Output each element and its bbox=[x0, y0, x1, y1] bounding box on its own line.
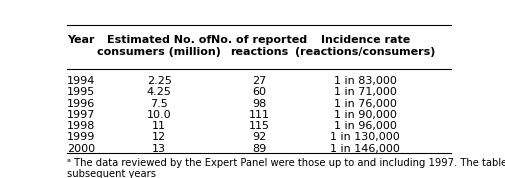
Text: 1995: 1995 bbox=[67, 87, 95, 97]
Text: 1 in 83,000: 1 in 83,000 bbox=[333, 76, 396, 86]
Text: Incidence rate
(reactions/consumers): Incidence rate (reactions/consumers) bbox=[294, 35, 434, 57]
Text: Year: Year bbox=[67, 35, 94, 45]
Text: 11: 11 bbox=[152, 121, 166, 131]
Text: 4.25: 4.25 bbox=[146, 87, 171, 97]
Text: No. of reported
reactions: No. of reported reactions bbox=[211, 35, 307, 57]
Text: 12: 12 bbox=[152, 132, 166, 142]
Text: 111: 111 bbox=[248, 110, 269, 120]
Text: 1998: 1998 bbox=[67, 121, 95, 131]
Text: 27: 27 bbox=[251, 76, 266, 86]
Text: 60: 60 bbox=[252, 87, 266, 97]
Text: 1 in 96,000: 1 in 96,000 bbox=[333, 121, 396, 131]
Text: 2000: 2000 bbox=[67, 144, 95, 154]
Text: 1 in 146,000: 1 in 146,000 bbox=[330, 144, 399, 154]
Text: 1999: 1999 bbox=[67, 132, 95, 142]
Text: 1996: 1996 bbox=[67, 99, 95, 109]
Text: 1997: 1997 bbox=[67, 110, 95, 120]
Text: 1 in 90,000: 1 in 90,000 bbox=[333, 110, 396, 120]
Text: 92: 92 bbox=[251, 132, 266, 142]
Text: 10.0: 10.0 bbox=[147, 110, 171, 120]
Text: 98: 98 bbox=[251, 99, 266, 109]
Text: 2.25: 2.25 bbox=[146, 76, 171, 86]
Text: 1 in 76,000: 1 in 76,000 bbox=[333, 99, 396, 109]
Text: 89: 89 bbox=[251, 144, 266, 154]
Text: 13: 13 bbox=[152, 144, 166, 154]
Text: 1994: 1994 bbox=[67, 76, 95, 86]
Text: 1 in 71,000: 1 in 71,000 bbox=[333, 87, 396, 97]
Text: 1 in 130,000: 1 in 130,000 bbox=[330, 132, 399, 142]
Text: ᵃ The data reviewed by the Expert Panel were those up to and including 1997. The: ᵃ The data reviewed by the Expert Panel … bbox=[67, 158, 505, 178]
Text: 115: 115 bbox=[248, 121, 269, 131]
Text: 7.5: 7.5 bbox=[150, 99, 168, 109]
Text: Estimated No. of
consumers (million): Estimated No. of consumers (million) bbox=[97, 35, 221, 57]
